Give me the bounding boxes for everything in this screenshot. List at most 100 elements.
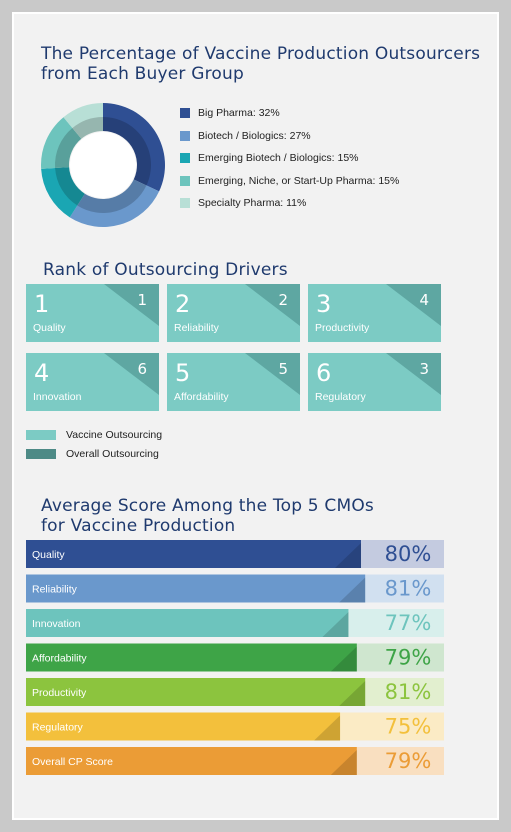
driver-tile-innovation: 4 6 Innovation <box>26 353 159 411</box>
bar-productivity <box>26 678 366 706</box>
donut-title-line2: from Each Buyer Group <box>41 64 244 84</box>
overall-rank: 1 <box>137 291 147 309</box>
driver-tile-regulatory: 6 3 Regulatory <box>308 353 441 411</box>
overall-rank: 2 <box>278 291 288 309</box>
bar-label-overall-cp-score: Overall CP Score <box>32 756 113 768</box>
overall-rank: 5 <box>278 360 288 378</box>
tile-corner-triangle <box>104 284 159 326</box>
legend-swatch <box>180 198 190 209</box>
donut-hole <box>70 132 136 198</box>
driver-label: Quality <box>33 322 66 334</box>
tile-corner-triangle <box>245 284 300 326</box>
driver-tile-productivity: 3 4 Productivity <box>308 284 441 342</box>
bar-shadow-productivity <box>339 681 366 706</box>
vaccine-rank: 4 <box>34 359 50 387</box>
legend-swatch <box>180 108 190 119</box>
donut-slice-emerging-biotech-biologics <box>41 167 85 218</box>
drivers-legend: Vaccine Outsourcing Overall Outsourcing <box>26 425 162 463</box>
bar-label-productivity: Productivity <box>32 687 87 699</box>
driver-label: Innovation <box>33 391 82 403</box>
legend-item-specialty-pharma: Specialty Pharma: 11% <box>180 192 399 215</box>
drivers-grid: 1 1 Quality 2 2 Reliability 3 4 Productivity 4 6 In… <box>26 284 444 412</box>
driver-label: Productivity <box>315 322 370 334</box>
donut-slice-big-pharma <box>103 103 165 192</box>
legend-item-emerging-niche-or-start-up-pharma: Emerging, Niche, or Start-Up Pharma: 15% <box>180 170 399 193</box>
donut-title-line1: The Percentage of Vaccine Production Out… <box>41 44 481 64</box>
bar-shadow-quality <box>335 543 361 568</box>
cmo-title-line1: Average Score Among the Top 5 CMOs <box>41 496 374 516</box>
donut-slice-emerging-niche-or-start-up-pharma <box>41 117 82 169</box>
drivers-legend-item-vaccine-outsourcing: Vaccine Outsourcing <box>26 425 162 444</box>
bar-value-productivity: 81% <box>385 680 432 704</box>
bar-shadow-overall-cp-score <box>330 750 357 775</box>
tile-corner-triangle <box>386 353 441 395</box>
legend-item-big-pharma: Big Pharma: 32% <box>180 102 399 125</box>
bar-shadow-regulatory <box>314 715 341 741</box>
overall-rank: 3 <box>419 360 429 378</box>
vaccine-rank: 5 <box>175 359 191 387</box>
bar-shadow-reliability <box>339 577 366 603</box>
bar-row-reliability: Reliability 81% <box>26 574 444 603</box>
bar-regulatory <box>26 712 341 741</box>
bar-quality <box>26 540 361 568</box>
bar-shadow-innovation <box>322 612 349 637</box>
legend-swatch <box>180 130 190 141</box>
cmo-title-line2: for Vaccine Production <box>41 516 236 536</box>
donut-slice-inner-specialty-pharma <box>72 117 103 139</box>
bar-value-overall-cp-score: 79% <box>385 749 432 773</box>
legend-label: Overall Outsourcing <box>66 447 159 460</box>
legend-swatch <box>180 153 190 164</box>
bar-value-reliability: 81% <box>385 577 432 601</box>
vaccine-rank: 3 <box>316 290 332 318</box>
donut-slice-inner-biotech-biologics <box>77 179 147 213</box>
bar-reliability <box>26 574 366 603</box>
cmo-score-bar-chart: Quality 80% Reliability 81% Innovation 77% Aff… <box>26 540 444 775</box>
bar-row-regulatory: Regulatory 75% <box>26 712 444 741</box>
bar-row-productivity: Productivity 81% <box>26 678 444 706</box>
bar-label-regulatory: Regulatory <box>32 722 84 734</box>
vaccine-rank: 2 <box>175 290 191 318</box>
bar-label-reliability: Reliability <box>32 584 78 596</box>
legend-item-biotech-biologics: Biotech / Biologics: 27% <box>180 125 399 148</box>
driver-label: Regulatory <box>315 391 366 403</box>
legend-label: Big Pharma: 32% <box>198 107 280 120</box>
legend-label: Specialty Pharma: 11% <box>198 197 307 210</box>
overall-rank: 6 <box>137 360 147 378</box>
legend-swatch <box>26 448 56 459</box>
legend-swatch <box>180 175 190 186</box>
bar-affordability <box>26 643 357 672</box>
driver-tile-affordability: 5 5 Affordability <box>167 353 300 411</box>
bar-row-quality: Quality 80% <box>26 540 444 568</box>
bar-label-affordability: Affordability <box>32 653 87 665</box>
bar-value-regulatory: 75% <box>385 715 432 739</box>
bar-shadow-affordability <box>330 646 357 672</box>
drivers-legend-item-overall-outsourcing: Overall Outsourcing <box>26 444 162 463</box>
donut-slice-biotech-biologics <box>69 179 160 227</box>
legend-label: Vaccine Outsourcing <box>66 428 163 441</box>
donut-slice-specialty-pharma <box>63 103 103 139</box>
donut-slice-inner-emerging-biotech-biologics <box>55 167 85 206</box>
vaccine-rank: 6 <box>316 359 332 387</box>
donut-slice-inner-emerging-niche-or-start-up-pharma <box>55 128 82 169</box>
drivers-title: Rank of Outsourcing Drivers <box>43 260 288 280</box>
legend-label: Emerging Biotech / Biologics: 15% <box>198 152 359 165</box>
buyer-group-donut-chart <box>41 103 165 227</box>
bar-overall-cp-score <box>26 747 357 775</box>
driver-label: Affordability <box>174 391 229 403</box>
driver-label: Reliability <box>174 322 219 334</box>
bar-value-quality: 80% <box>385 542 432 566</box>
legend-item-emerging-biotech-biologics: Emerging Biotech / Biologics: 15% <box>180 147 399 170</box>
bar-innovation <box>26 609 349 637</box>
bar-label-quality: Quality <box>32 549 65 561</box>
legend-label: Biotech / Biologics: 27% <box>198 129 311 142</box>
overall-rank: 4 <box>419 291 429 309</box>
bar-value-affordability: 79% <box>385 646 432 670</box>
bar-value-innovation: 77% <box>385 611 432 635</box>
donut-slice-inner-big-pharma <box>103 117 151 186</box>
legend-swatch <box>26 429 56 440</box>
tile-corner-triangle <box>104 353 159 395</box>
driver-tile-quality: 1 1 Quality <box>26 284 159 342</box>
bar-row-affordability: Affordability 79% <box>26 643 444 672</box>
tile-corner-triangle <box>386 284 441 326</box>
bar-row-innovation: Innovation 77% <box>26 609 444 637</box>
